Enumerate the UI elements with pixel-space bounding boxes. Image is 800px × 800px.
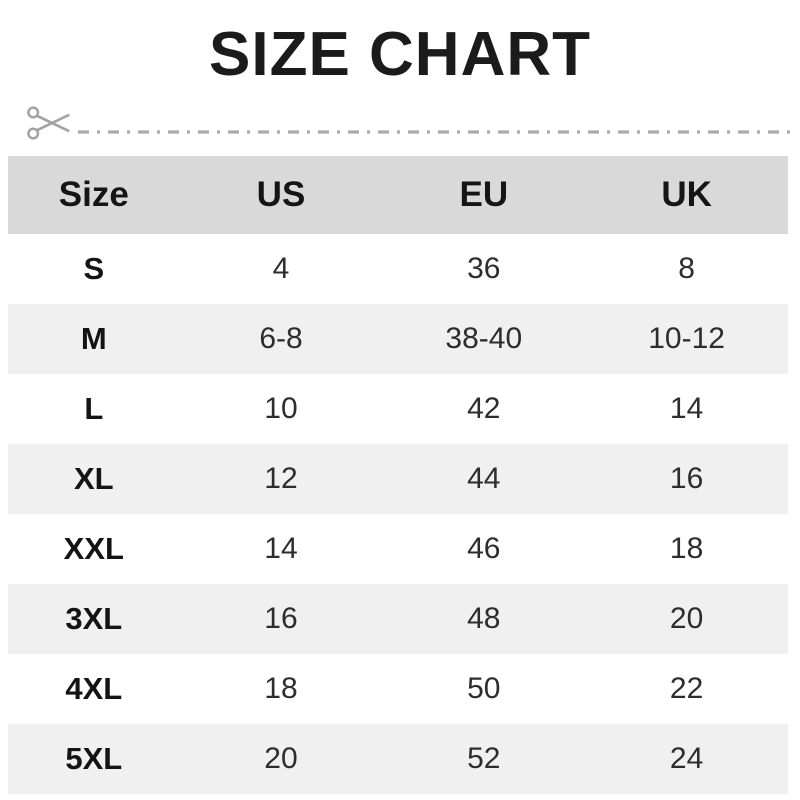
dash-dot-line — [78, 121, 792, 134]
size-value-cell: 18 — [669, 532, 704, 565]
table-row: 3XL 16 48 20 — [8, 584, 788, 654]
column-header-uk: UK — [661, 175, 712, 214]
size-label-cell: XL — [73, 461, 114, 496]
table-header-row: Size US EU UK — [8, 156, 788, 234]
size-value-cell: 50 — [467, 672, 501, 705]
size-label-cell: XXL — [63, 531, 124, 566]
table-row: XL 12 44 16 — [8, 444, 788, 514]
size-value-cell: 10 — [264, 392, 298, 425]
table-row: 4XL 18 50 22 — [8, 654, 788, 724]
size-value-cell: 14 — [264, 532, 298, 565]
size-value-cell: 16 — [669, 462, 704, 495]
size-label-cell: M — [80, 321, 107, 356]
size-label-cell: 3XL — [65, 601, 123, 636]
size-value-cell: 38-40 — [445, 322, 523, 355]
size-value-cell: 44 — [467, 462, 501, 495]
scissors-icon — [26, 103, 72, 143]
size-value-cell: 12 — [264, 462, 298, 495]
column-header-eu: EU — [459, 175, 509, 214]
size-chart-table: Size US EU UK S 4 36 8 M 6-8 38-40 10-12 L 10 42 14… — [8, 156, 788, 794]
table-row: M 6-8 38-40 10-12 — [8, 304, 788, 374]
size-value-cell: 42 — [467, 392, 501, 425]
column-header-size: Size — [58, 175, 129, 214]
table-row: XXL 14 46 18 — [8, 514, 788, 584]
size-value-cell: 20 — [264, 742, 298, 775]
table-body: S 4 36 8 M 6-8 38-40 10-12 L 10 42 14 XL 12 44 16 XXL 14 4… — [8, 234, 788, 794]
size-value-cell: 52 — [467, 742, 501, 775]
size-value-cell: 18 — [264, 672, 298, 705]
size-label-cell: 4XL — [65, 671, 123, 706]
size-value-cell: 20 — [669, 602, 704, 635]
table-row: 5XL 20 52 24 — [8, 724, 788, 794]
table-row: L 10 42 14 — [8, 374, 788, 444]
table-row: S 4 36 8 — [8, 234, 788, 304]
size-value-cell: 8 — [678, 252, 695, 285]
size-value-cell: 36 — [467, 252, 501, 285]
size-value-cell: 10-12 — [648, 322, 725, 355]
size-value-cell: 16 — [264, 602, 298, 635]
page-title: SIZE CHART — [209, 20, 591, 89]
size-value-cell: 46 — [467, 532, 501, 565]
size-value-cell: 22 — [669, 672, 704, 705]
column-header-us: US — [256, 175, 306, 214]
size-label-cell: S — [83, 251, 105, 286]
size-value-cell: 48 — [467, 602, 501, 635]
size-value-cell: 14 — [669, 392, 704, 425]
size-value-cell: 4 — [272, 252, 290, 285]
size-label-cell: L — [84, 391, 104, 426]
size-label-cell: 5XL — [65, 741, 123, 776]
cut-line — [26, 101, 792, 145]
size-value-cell: 24 — [669, 742, 704, 775]
size-value-cell: 6-8 — [259, 322, 303, 355]
